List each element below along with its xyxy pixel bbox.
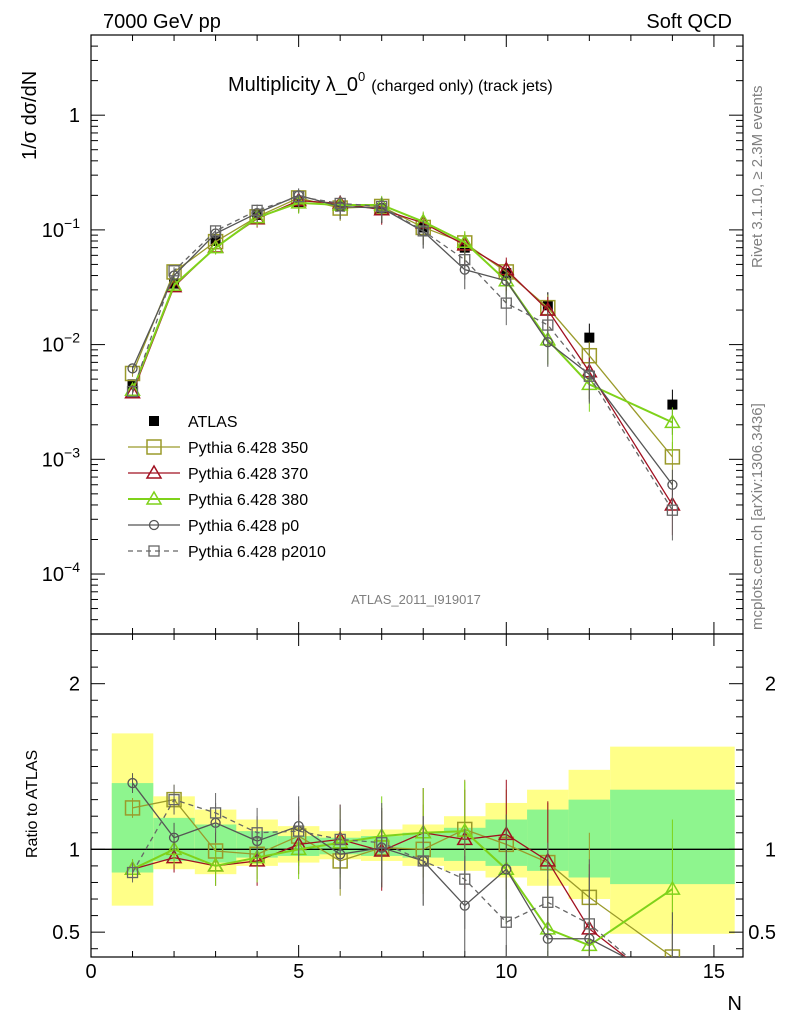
- legend-marker: [146, 439, 162, 455]
- ratio-point: [668, 977, 677, 986]
- ratio-y-axis-label: Ratio to ATLAS: [24, 750, 41, 858]
- y-tick-label: 10−2: [42, 330, 80, 357]
- data-point: [667, 399, 678, 410]
- chart-title-main: Multiplicity λ_0: [228, 74, 358, 96]
- data-point: [667, 479, 678, 490]
- legend-label: Pythia 6.428 380: [188, 492, 308, 509]
- data-point: [583, 370, 595, 382]
- data-point: [459, 254, 471, 266]
- legend-marker: [148, 545, 160, 557]
- main-panel: 1 10−1 10−2 10−3 10−4 ATLAS Pythia 6.428 350 Py…: [42, 34, 744, 635]
- data-point: [209, 225, 222, 237]
- ratio-point: [126, 866, 139, 879]
- data-point: [165, 278, 183, 293]
- ratio-point: [209, 807, 222, 819]
- data-point: [501, 275, 512, 286]
- legend-label: ATLAS: [188, 414, 238, 431]
- legend-label: Pythia 6.428 p2010: [188, 544, 326, 561]
- data-point: [500, 297, 512, 309]
- series-line: [131, 199, 673, 506]
- data-point: [251, 204, 263, 217]
- chart-title-tail: (charged only) (track jets): [371, 78, 552, 95]
- ratio-y-tick-label-right: 0.5: [748, 922, 776, 944]
- legend-marker: [149, 416, 159, 426]
- x-tick-label: 15: [703, 961, 725, 983]
- chart-title-sup: 0: [358, 69, 365, 84]
- ratio-y-tick-label: 1: [69, 839, 80, 861]
- ratio-point: [664, 880, 681, 895]
- data-point: [456, 233, 474, 249]
- ratio-point: [165, 840, 183, 856]
- ratio-point: [168, 832, 180, 843]
- ratio-point: [168, 793, 180, 806]
- ratio-series: [124, 773, 681, 1000]
- data-point: [584, 332, 595, 343]
- legend-label: Pythia 6.428 p0: [188, 518, 299, 535]
- header-left: 7000 GeV pp: [103, 11, 221, 33]
- data-point: [376, 200, 388, 213]
- x-tick-label: 0: [85, 961, 96, 983]
- x-tick-label: 10: [495, 961, 517, 983]
- ratio-y-tick-label: 0.5: [52, 922, 80, 944]
- legend-label: Pythia 6.428 370: [188, 466, 308, 483]
- ratio-point: [127, 777, 138, 789]
- data-point: [542, 319, 554, 331]
- legend-marker: [145, 464, 163, 479]
- ratio-point: [251, 827, 263, 839]
- data-point: [168, 265, 180, 277]
- legend-marker: [148, 519, 160, 531]
- legend: ATLAS Pythia 6.428 350 Pythia 6.428 370 Pyt…: [128, 414, 326, 561]
- y-tick-label: 10−4: [42, 559, 80, 586]
- ratio-point: [417, 855, 429, 867]
- x-tick-label: 5: [293, 961, 304, 983]
- ratio-point: [583, 918, 595, 930]
- ratio-point: [500, 916, 512, 928]
- header-right: Soft QCD: [646, 11, 732, 33]
- ratio-point: [459, 873, 471, 885]
- data-point: [666, 504, 679, 516]
- data-point: [124, 384, 141, 399]
- ratio-point: [334, 833, 346, 846]
- main-series: [124, 188, 681, 541]
- analysis-watermark: ATLAS_2011_I919017: [351, 592, 481, 607]
- ratio-panel: 0 5 10 15 0.5 0.5 1 1 2 2: [52, 633, 776, 1000]
- data-point: [207, 239, 224, 254]
- data-point: [124, 381, 141, 396]
- y-tick-label: 10−3: [42, 444, 80, 471]
- y-tick-label: 10−1: [42, 215, 80, 242]
- ratio-frame: [90, 633, 744, 958]
- ratio-point: [124, 800, 141, 816]
- ratio-y-tick-label: 2: [69, 674, 80, 696]
- ratio-point: [207, 857, 224, 872]
- ratio-point: [292, 825, 305, 837]
- y-axis-label: 1/σ dσ/dN: [19, 71, 41, 160]
- ratio-y-tick-label-right: 2: [765, 674, 776, 696]
- y-tick-label: 1: [69, 105, 80, 127]
- ratio-y-tick-label-right: 1: [765, 839, 776, 861]
- data-point: [127, 363, 138, 374]
- data-point: [292, 190, 305, 203]
- data-point: [334, 197, 346, 210]
- x-axis-label: N: [728, 993, 742, 1015]
- ratio-point: [665, 986, 679, 998]
- data-point: [417, 225, 429, 237]
- mcplots-label: mcplots.cern.ch [arXiv:1306.3436]: [749, 403, 766, 630]
- legend-marker: [145, 490, 163, 505]
- ratio-point: [542, 896, 554, 908]
- rivet-label: Rivet 3.1.10, ≥ 2.3M events: [749, 86, 766, 269]
- ratio-point: [667, 990, 677, 1000]
- legend-label: Pythia 6.428 350: [188, 440, 308, 457]
- ratio-point: [376, 837, 388, 849]
- data-point: [664, 413, 681, 429]
- data-point: [126, 385, 139, 398]
- chart-title: Multiplicity λ_00 (charged only) (track j…: [228, 69, 553, 96]
- uncertainty-band-green: [111, 783, 154, 873]
